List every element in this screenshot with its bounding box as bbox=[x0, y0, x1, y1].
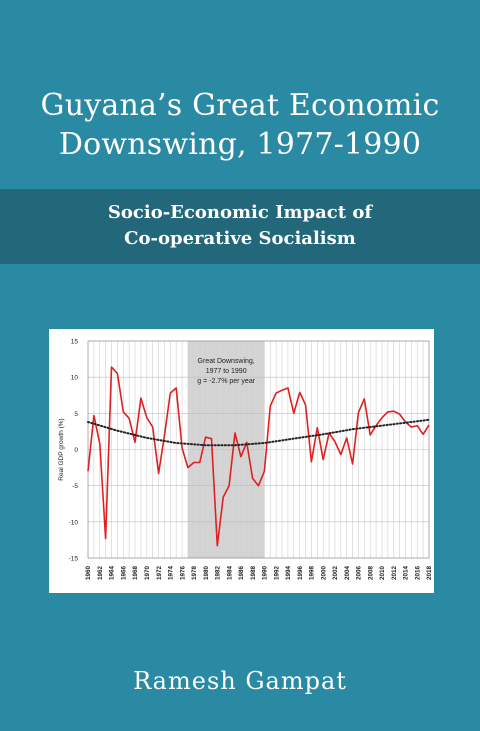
x-tick-label: 1988 bbox=[250, 565, 257, 580]
y-tick-label: -10 bbox=[69, 519, 79, 526]
x-tick-label: 1964 bbox=[109, 565, 116, 580]
x-tick-label: 2016 bbox=[414, 565, 421, 580]
x-tick-label: 1986 bbox=[238, 565, 245, 580]
x-tick-label: 2002 bbox=[332, 565, 339, 580]
x-tick-label: 2000 bbox=[320, 565, 327, 580]
x-tick-label: 2012 bbox=[391, 565, 398, 580]
chart-svg: 15 10 5 0 -5 -10 -15 1960 1962 1964 1966 1968 1970 19… bbox=[58, 339, 433, 581]
x-tick-label: 2010 bbox=[379, 565, 386, 580]
x-tick-label: 1992 bbox=[273, 565, 280, 580]
x-tick-label: 1996 bbox=[297, 565, 304, 580]
downswing-annotation-line: Great Downswing, bbox=[198, 358, 255, 365]
x-tick-label: 1998 bbox=[309, 565, 316, 580]
y-axis-label: Real GDP growth (%) bbox=[58, 418, 65, 480]
subtitle-band bbox=[0, 189, 480, 264]
y-tick-label: -5 bbox=[72, 483, 78, 490]
x-tick-label: 2008 bbox=[367, 565, 374, 580]
y-tick-label: -15 bbox=[69, 556, 79, 563]
x-tick-label: 1984 bbox=[226, 565, 233, 580]
x-tick-label: 1990 bbox=[262, 565, 269, 580]
x-tick-label: 1974 bbox=[168, 565, 175, 580]
gdp-growth-chart: 15 10 5 0 -5 -10 -15 1960 1962 1964 1966 1968 1970 19… bbox=[49, 329, 434, 593]
x-tick-label: 2014 bbox=[403, 565, 410, 580]
downswing-annotation-line: 1977 to 1990 bbox=[206, 368, 247, 375]
x-tick-label: 2004 bbox=[344, 565, 351, 580]
x-tick-label: 2006 bbox=[356, 565, 363, 580]
y-tick-label: 5 bbox=[74, 411, 78, 418]
y-tick-label: 10 bbox=[71, 375, 79, 382]
book-title-line-1: Guyana’s Great Economic bbox=[40, 88, 440, 123]
x-tick-label: 1994 bbox=[285, 565, 292, 580]
x-tick-label: 1962 bbox=[97, 565, 104, 580]
book-author: Ramesh Gampat bbox=[133, 667, 347, 695]
x-tick-label: 1966 bbox=[120, 565, 127, 580]
x-tick-label: 2018 bbox=[426, 565, 433, 580]
x-tick-label: 1978 bbox=[191, 565, 198, 580]
book-subtitle-line-2: Co-operative Socialism bbox=[124, 228, 356, 249]
x-tick-label: 1976 bbox=[179, 565, 186, 580]
x-tick-label: 1970 bbox=[144, 565, 151, 580]
x-tick-label: 1980 bbox=[203, 565, 210, 580]
book-subtitle: Socio-Economic Impact of Co-operative So… bbox=[0, 200, 480, 252]
book-title-line-2: Downswing, 1977-1990 bbox=[58, 127, 422, 162]
y-tick-label: 15 bbox=[71, 339, 79, 346]
y-tick-label: 0 bbox=[74, 447, 78, 454]
x-tick-label: 1982 bbox=[215, 565, 222, 580]
book-subtitle-line-1: Socio-Economic Impact of bbox=[107, 202, 373, 223]
x-tick-label: 1968 bbox=[132, 565, 139, 580]
book-title: Guyana’s Great Economic Downswing, 1977-… bbox=[0, 86, 480, 164]
plot-frame bbox=[87, 340, 430, 559]
trend-line bbox=[87, 418, 430, 447]
x-tick-label: 1960 bbox=[85, 565, 92, 580]
gdp-growth-line bbox=[87, 366, 430, 547]
x-tick-label: 1972 bbox=[156, 565, 163, 580]
downswing-annotation-line: g = -2.7% per year bbox=[197, 378, 255, 385]
